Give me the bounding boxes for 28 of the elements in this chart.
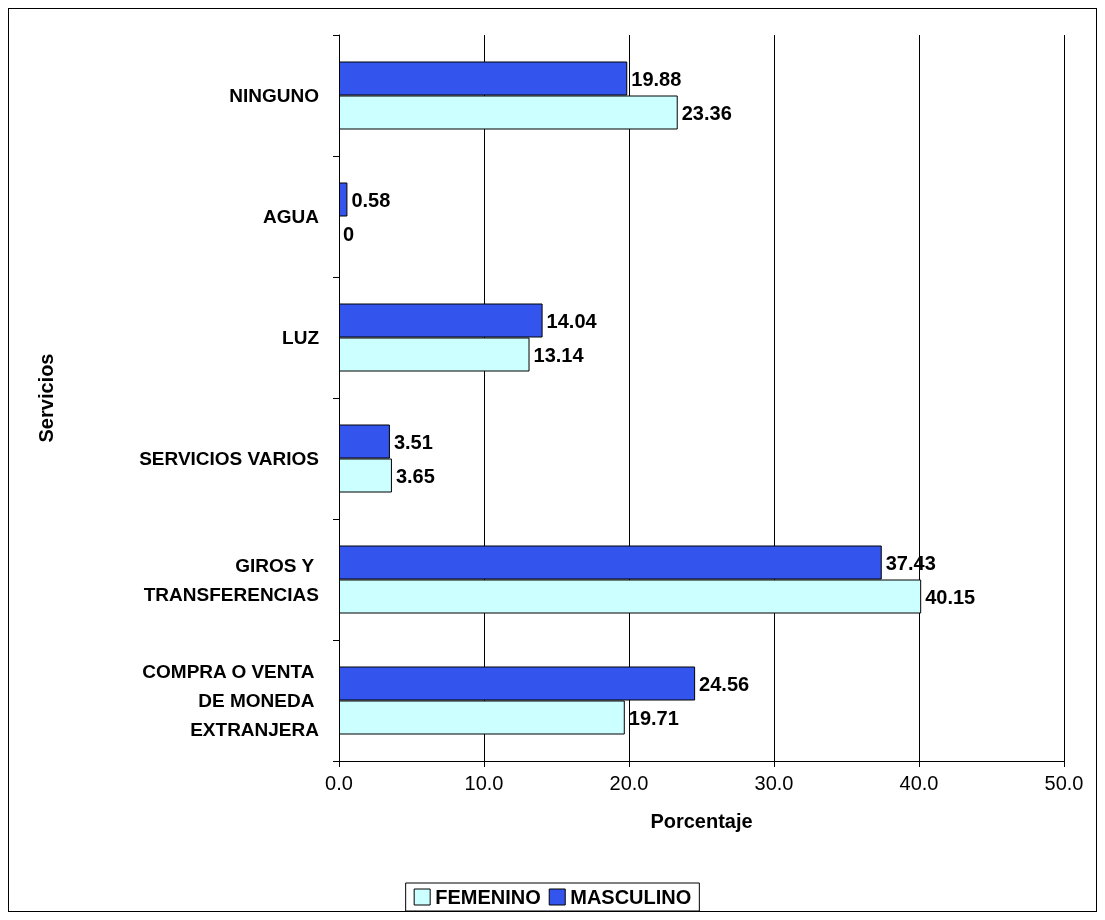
x-tick-label: 40.0 bbox=[899, 772, 939, 794]
data-label: 19.71 bbox=[628, 706, 679, 729]
y-tick-label: SERVICIOS VARIOS bbox=[139, 448, 319, 469]
y-tick-label: AGUA bbox=[263, 206, 320, 227]
data-label: 24.56 bbox=[699, 672, 750, 695]
data-label: 0 bbox=[343, 222, 355, 245]
x-axis-title: Porcentaje bbox=[650, 810, 753, 832]
legend-label: FEMENINO bbox=[435, 886, 541, 908]
data-label: 3.65 bbox=[395, 464, 435, 487]
data-label: 0.58 bbox=[351, 188, 391, 211]
y-tick-label: NINGUNO bbox=[229, 85, 319, 106]
data-label: 13.14 bbox=[533, 343, 585, 366]
x-tick-label: 0.0 bbox=[325, 772, 353, 794]
y-tick-label: COMPRA O VENTA DE MONEDA EXTRANJERA bbox=[142, 661, 320, 740]
x-tick-label: 30.0 bbox=[754, 772, 794, 794]
x-tick-label: 50.0 bbox=[1044, 772, 1084, 794]
y-tick-label: LUZ bbox=[282, 327, 320, 348]
x-tick-label: 20.0 bbox=[609, 772, 649, 794]
legend-label: MASCULINO bbox=[570, 886, 692, 908]
bar bbox=[339, 182, 348, 217]
x-tick-label: 10.0 bbox=[464, 772, 504, 794]
y-tick-label: GIROS Y TRANSFERENCIAS bbox=[143, 554, 319, 605]
data-label: 3.51 bbox=[393, 430, 433, 453]
y-axis-title: Servicios bbox=[35, 353, 57, 443]
data-label: 19.88 bbox=[631, 67, 682, 90]
data-label: 23.36 bbox=[681, 101, 732, 124]
data-label: 40.15 bbox=[925, 585, 976, 608]
data-label: 14.04 bbox=[546, 309, 598, 332]
